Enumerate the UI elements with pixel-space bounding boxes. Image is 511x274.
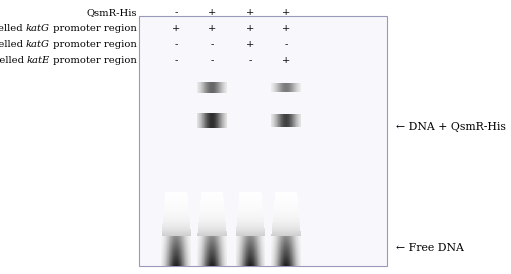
Text: +: + <box>208 24 216 33</box>
Text: -: - <box>249 56 252 65</box>
Text: promoter region: promoter region <box>50 56 137 65</box>
Text: -: - <box>211 40 214 49</box>
Text: -: - <box>175 8 178 17</box>
Text: +: + <box>246 8 254 17</box>
Text: +: + <box>282 56 290 65</box>
Text: -: - <box>175 40 178 49</box>
Text: Unlabelled: Unlabelled <box>0 40 26 49</box>
Text: -: - <box>211 56 214 65</box>
Text: promoter region: promoter region <box>50 24 137 33</box>
Text: ← DNA + QsmR-His: ← DNA + QsmR-His <box>396 122 506 132</box>
Text: -: - <box>285 40 288 49</box>
Text: promoter region: promoter region <box>50 40 137 49</box>
Text: katG: katG <box>26 40 50 49</box>
Text: +: + <box>246 24 254 33</box>
Text: -: - <box>175 56 178 65</box>
Text: +: + <box>282 8 290 17</box>
Text: Labelled: Labelled <box>0 24 26 33</box>
Text: +: + <box>208 8 216 17</box>
Bar <box>139 16 387 266</box>
Text: katG: katG <box>26 24 50 33</box>
Text: katE: katE <box>27 56 50 65</box>
Text: QsmR-His: QsmR-His <box>86 8 137 17</box>
Text: +: + <box>172 24 180 33</box>
Text: +: + <box>282 24 290 33</box>
Text: +: + <box>246 40 254 49</box>
Text: Unlabelled: Unlabelled <box>0 56 27 65</box>
Text: ← Free DNA: ← Free DNA <box>396 243 464 253</box>
